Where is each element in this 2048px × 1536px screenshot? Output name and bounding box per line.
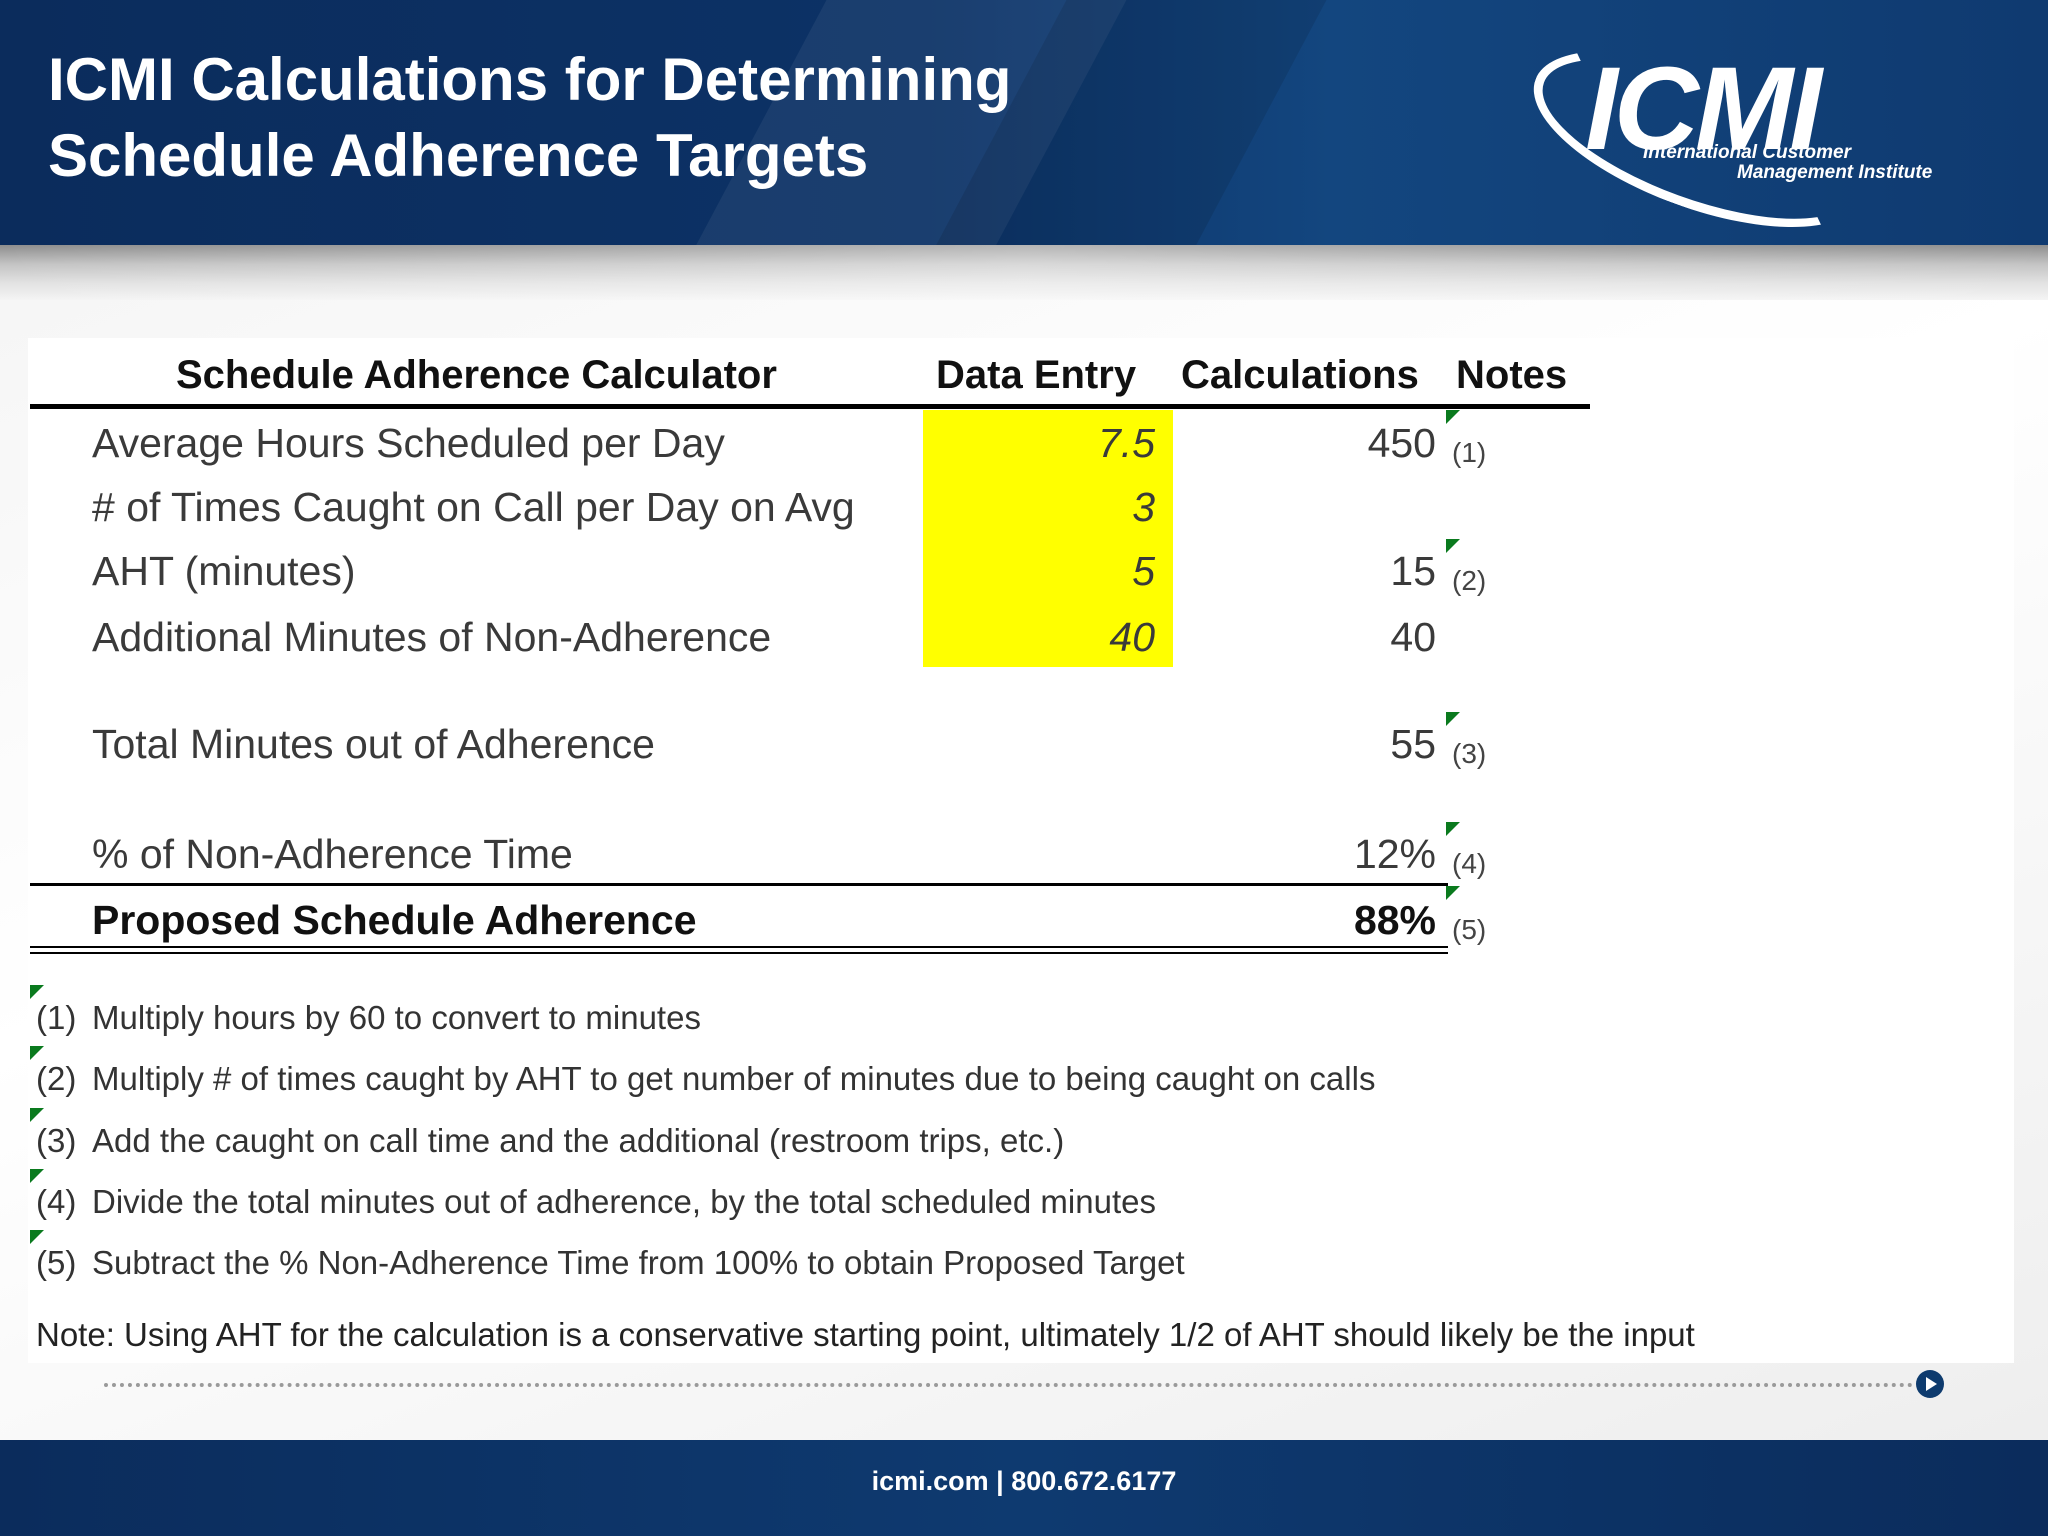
footnote-number: (2) [36,1060,77,1097]
title-line-2: Schedule Adherence Targets [48,122,869,189]
slide-header: ICMI Calculations for Determining Schedu… [0,0,2048,245]
footnote: (5) Subtract the % Non-Adherence Time fro… [36,1243,1185,1283]
footnote-text: Divide the total minutes out of adherenc… [92,1183,1156,1220]
proposed-note: (5) [1452,914,1487,945]
proposed-label: Proposed Schedule Adherence [92,897,697,943]
header-data-entry: Data Entry [936,353,1137,397]
row-note: (2) [1452,565,1487,596]
comment-flag-icon[interactable] [30,1169,44,1183]
logo-subtitle-1: International Customer [1643,142,1851,163]
footnote-text: Add the caught on call time and the addi… [92,1122,1065,1159]
row-entry[interactable]: 7.5 [1098,420,1155,466]
data-entry-highlight [923,410,1173,667]
row-calc: 40 [1390,614,1436,660]
double-rule-top [30,946,1448,948]
comment-flag-icon[interactable] [30,1046,44,1060]
proposed-calc: 88% [1353,897,1436,943]
silver-band-shine [0,245,2048,300]
total-label: Total Minutes out of Adherence [92,721,655,767]
row-entry[interactable]: 3 [1132,484,1155,530]
footnote-text: Multiply hours by 60 to convert to minut… [92,999,701,1036]
row-note: (1) [1452,437,1487,468]
dotted-divider [104,1383,1914,1387]
row-calc: 450 [1367,420,1436,466]
header-notes: Notes [1456,353,1568,397]
footnote-number: (5) [36,1244,77,1281]
play-icon[interactable] [1916,1370,1944,1398]
header-rule [30,404,1590,409]
percent-rule [30,883,1448,886]
footnote-text: Multiply # of times caught by AHT to get… [92,1060,1376,1097]
logo-subtitle-2: Management Institute [1737,162,1933,183]
row-entry[interactable]: 40 [1109,614,1155,660]
logo-wordmark: ICMI [1585,43,1822,175]
percent-note: (4) [1452,848,1487,879]
comment-flag-icon[interactable] [30,985,44,999]
calculation-note: Note: Using AHT for the calculation is a… [36,1316,1695,1353]
row-label: Average Hours Scheduled per Day [92,420,725,466]
comment-flag-icon[interactable] [1446,822,1460,836]
row-label: # of Times Caught on Call per Day on Avg [92,484,855,530]
footnote: (1) Multiply hours by 60 to convert to mi… [36,998,701,1038]
percent-calc: 12% [1353,831,1436,877]
header-calculator: Schedule Adherence Calculator [176,353,777,397]
comment-flag-icon[interactable] [1446,712,1460,726]
comment-flag-icon[interactable] [30,1108,44,1122]
title-line-1: ICMI Calculations for Determining [48,46,1012,113]
total-calc: 55 [1390,721,1436,767]
comment-flag-icon[interactable] [1446,410,1460,424]
footnote: (2) Multiply # of times caught by AHT to … [36,1059,1375,1099]
row-label: Additional Minutes of Non-Adherence [92,614,772,660]
comment-flag-icon[interactable] [1446,886,1460,900]
icmi-logo: ICMI International Customer Management I… [1511,14,1955,245]
row-label: AHT (minutes) [92,548,356,594]
header-calculations: Calculations [1181,353,1419,397]
slide-footer: icmi.com | 800.672.6177 [0,1440,2048,1536]
footnote-number: (4) [36,1183,77,1220]
footnote-text: Subtract the % Non-Adherence Time from 1… [92,1244,1185,1281]
row-calc: 15 [1390,548,1436,594]
footer-contact: icmi.com | 800.672.6177 [871,1466,1177,1496]
comment-flag-icon[interactable] [1446,539,1460,553]
footnote: (4) Divide the total minutes out of adher… [36,1182,1156,1222]
percent-label: % of Non-Adherence Time [92,831,573,877]
row-entry[interactable]: 5 [1132,548,1155,594]
silver-band [0,245,2048,300]
double-rule-bottom [30,952,1448,954]
footnote-number: (3) [36,1122,77,1159]
footnote-number: (1) [36,999,77,1036]
comment-flag-icon[interactable] [30,1230,44,1244]
total-note: (3) [1452,738,1487,769]
slide-title: ICMI Calculations for Determining Schedu… [48,42,1011,194]
footnote: (3) Add the caught on call time and the a… [36,1121,1064,1161]
